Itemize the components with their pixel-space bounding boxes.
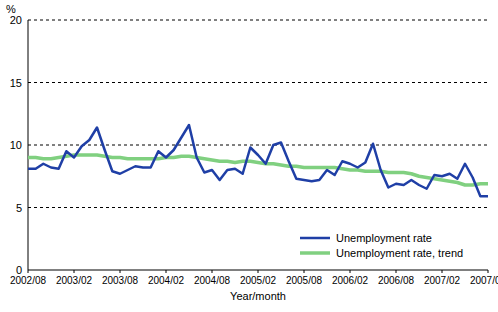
x-axis-label: Year/month (230, 290, 286, 302)
series-line (28, 155, 488, 185)
y-tick-label: 10 (10, 139, 22, 151)
y-tick-label: 5 (16, 202, 22, 214)
x-tick (442, 270, 443, 273)
x-tick-label: 2005/02 (240, 275, 277, 286)
chart-svg: 051015202002/082003/022003/082004/022004… (0, 0, 498, 312)
x-tick (488, 270, 489, 273)
x-tick-label: 2006/02 (332, 275, 369, 286)
grid-line (28, 20, 488, 21)
x-tick-label: 2004/02 (148, 275, 185, 286)
x-tick (350, 270, 351, 273)
chart-root: 051015202002/082003/022003/082004/022004… (0, 0, 498, 312)
series-line (28, 125, 488, 196)
grid-line (28, 145, 488, 146)
plot-area (28, 125, 488, 196)
x-tick-label: 2003/08 (102, 275, 139, 286)
grid-line (28, 82, 488, 83)
y-tick-label: 15 (10, 77, 22, 89)
x-tick (304, 270, 305, 273)
x-tick-label: 2005/08 (286, 275, 323, 286)
x-tick (166, 270, 167, 273)
y-axis (28, 20, 29, 270)
x-tick (212, 270, 213, 273)
legend-swatch (300, 237, 330, 240)
legend-label: Unemployment rate, trend (336, 247, 463, 259)
x-tick (120, 270, 121, 273)
grid-line (28, 207, 488, 208)
x-tick-label: 2007/02 (424, 275, 461, 286)
y-axis-label: % (6, 3, 16, 15)
legend-label: Unemployment rate (336, 232, 432, 244)
x-tick (258, 270, 259, 273)
x-tick (28, 270, 29, 273)
x-tick-label: 2004/08 (194, 275, 231, 286)
x-tick-label: 2007/08 (470, 275, 498, 286)
x-tick-label: 2002/08 (10, 275, 47, 286)
legend-swatch (300, 251, 330, 255)
x-tick-label: 2006/08 (378, 275, 415, 286)
x-tick-label: 2003/02 (56, 275, 93, 286)
legend: Unemployment rate Unemployment rate, tren… (300, 232, 463, 259)
x-tick (74, 270, 75, 273)
y-tick-label: 20 (10, 14, 22, 26)
x-tick (396, 270, 397, 273)
